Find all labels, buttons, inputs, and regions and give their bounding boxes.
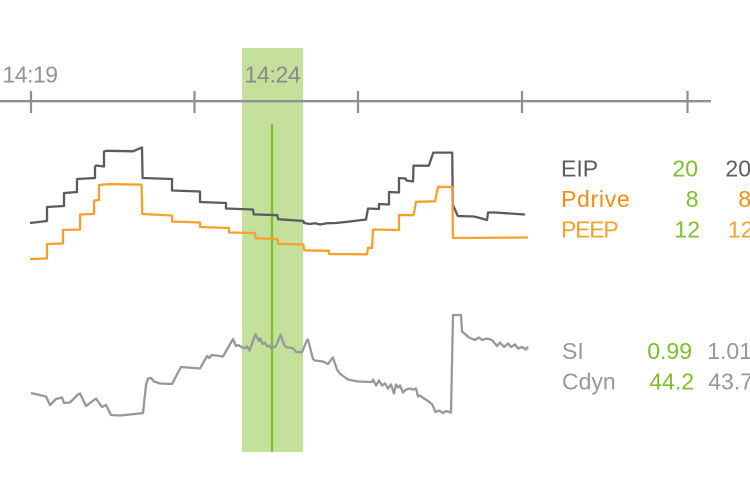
svg-text:Pdrive: Pdrive — [561, 186, 630, 212]
svg-text:Cdyn: Cdyn — [562, 369, 616, 395]
svg-text:1.01: 1.01 — [707, 338, 750, 364]
svg-text:12: 12 — [728, 217, 750, 243]
svg-text:43.7: 43.7 — [708, 369, 750, 395]
svg-text:20: 20 — [672, 156, 698, 182]
svg-text:14:19: 14:19 — [2, 62, 57, 88]
svg-text:14:24: 14:24 — [244, 62, 301, 88]
svg-text:12: 12 — [674, 217, 700, 243]
svg-text:8: 8 — [686, 186, 699, 212]
svg-text:44.2: 44.2 — [649, 369, 694, 395]
svg-text:SI: SI — [562, 338, 584, 364]
svg-text:PEEP: PEEP — [561, 217, 618, 243]
svg-text:8: 8 — [738, 186, 750, 212]
svg-text:20: 20 — [725, 156, 750, 182]
svg-text:EIP: EIP — [561, 156, 598, 182]
svg-text:0.99: 0.99 — [647, 338, 692, 364]
